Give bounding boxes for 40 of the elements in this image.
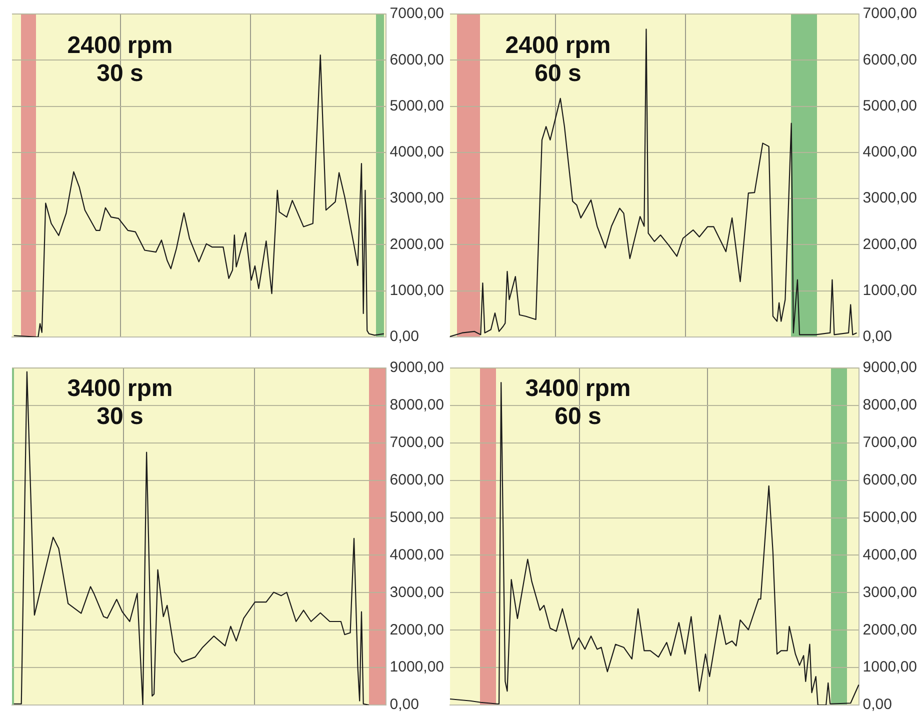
- text: 2400 rpm 30 s: [66, 32, 174, 88]
- y-tick-label: 7000,00: [862, 5, 918, 22]
- y-tick-label: 6000,00: [390, 51, 444, 68]
- y-tick-label: 2000,00: [390, 236, 444, 253]
- y-tick-label: 5000,00: [390, 508, 444, 526]
- y-tick-label: 8000,00: [862, 396, 918, 414]
- y-tick-label: 9000,00: [862, 359, 918, 376]
- y-tick-label: 7000,00: [390, 5, 444, 22]
- y-tick-label: 1000,00: [390, 658, 444, 676]
- y-tick-label: 5000,00: [390, 97, 444, 114]
- text: 3400 rpm 60 s: [524, 375, 632, 431]
- y-tick-label: 3000,00: [862, 190, 918, 207]
- y-tick-label: 2000,00: [390, 621, 444, 638]
- y-tick-label: 9000,00: [390, 359, 444, 376]
- y-tick-label: 4000,00: [390, 546, 444, 564]
- y-tick-label: 0,00: [390, 696, 419, 714]
- y-tick-label: 3000,00: [390, 584, 444, 601]
- text: 3400 rpm 30 s: [66, 375, 174, 431]
- y-tick-label: 5000,00: [862, 508, 918, 526]
- y-tick-label: 0,00: [862, 328, 892, 346]
- y-tick-label: 5000,00: [862, 97, 918, 114]
- y-tick-label: 1000,00: [862, 658, 918, 676]
- y-tick-label: 7000,00: [390, 434, 444, 452]
- y-tick-label: 2000,00: [862, 621, 918, 638]
- y-tick-label: 4000,00: [862, 144, 918, 161]
- y-tick-label: 6000,00: [862, 471, 918, 488]
- y-tick-label: 7000,00: [862, 434, 918, 452]
- y-tick-label: 4000,00: [862, 546, 918, 564]
- text: 2400 rpm 60 s: [504, 32, 612, 88]
- y-tick-label: 3000,00: [862, 584, 918, 601]
- y-tick-label: 1000,00: [390, 282, 444, 299]
- y-tick-label: 6000,00: [390, 471, 444, 488]
- y-tick-label: 2000,00: [862, 236, 918, 253]
- y-tick-label: 8000,00: [390, 396, 444, 414]
- y-tick-label: 6000,00: [862, 51, 918, 68]
- y-tick-label: 3000,00: [390, 190, 444, 207]
- y-tick-label: 1000,00: [862, 282, 918, 299]
- y-tick-label: 0,00: [390, 328, 419, 346]
- y-tick-label: 4000,00: [390, 144, 444, 161]
- y-tick-label: 0,00: [862, 696, 892, 714]
